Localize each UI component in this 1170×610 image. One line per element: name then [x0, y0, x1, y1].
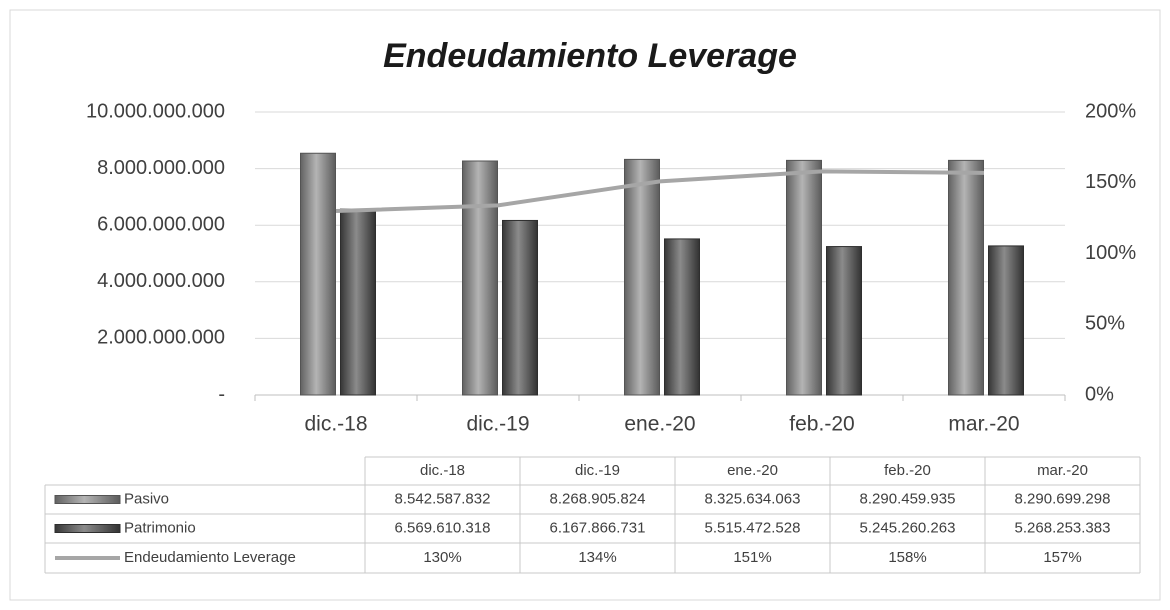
x-tick-label: dic.-19: [466, 413, 529, 436]
table-value: 158%: [888, 549, 926, 566]
table-value: 5.515.472.528: [705, 519, 801, 536]
y-tick-label: 6.000.000.000: [97, 213, 225, 235]
table-value: 8.542.587.832: [395, 490, 491, 507]
table-value: 8.290.459.935: [860, 490, 956, 507]
table-value: 6.167.866.731: [550, 519, 646, 536]
y-tick-label: 8.000.000.000: [97, 157, 225, 179]
bar: [988, 245, 1024, 396]
bar: [664, 238, 700, 396]
table-value: 8.325.634.063: [705, 490, 801, 507]
table-header: dic.-19: [575, 462, 620, 479]
bar: [786, 159, 822, 396]
bar: [462, 160, 498, 396]
x-tick-label: dic.-18: [304, 413, 367, 436]
legend-key: [54, 495, 121, 504]
table-value: 157%: [1043, 549, 1081, 566]
chart-title: Endeudamiento Leverage: [383, 37, 797, 75]
table-value: 5.268.253.383: [1015, 519, 1111, 536]
y-tick-label: 4.000.000.000: [97, 270, 225, 292]
legend-label: Pasivo: [124, 490, 169, 507]
table-value: 8.268.905.824: [550, 490, 646, 507]
table-value: 151%: [733, 549, 771, 566]
table-header: feb.-20: [884, 462, 931, 479]
bar: [624, 158, 660, 396]
bar: [340, 208, 376, 396]
x-tick-label: mar.-20: [948, 413, 1019, 436]
table-header: ene.-20: [727, 462, 778, 479]
x-tick-label: ene.-20: [624, 413, 695, 436]
y2-tick-label: 100%: [1085, 242, 1136, 264]
table-value: 8.290.699.298: [1015, 490, 1111, 507]
legend-label: Endeudamiento Leverage: [124, 549, 296, 566]
table-value: 6.569.610.318: [395, 519, 491, 536]
legend-key: [54, 524, 121, 533]
y2-tick-label: 0%: [1085, 383, 1114, 405]
x-tick-label: feb.-20: [789, 413, 854, 436]
line-series: [335, 169, 985, 214]
table-header: dic.-18: [420, 462, 465, 479]
y2-tick-label: 200%: [1085, 100, 1136, 122]
y-tick-label: 2.000.000.000: [97, 327, 225, 349]
bar: [948, 159, 984, 396]
legend-label: Patrimonio: [124, 519, 196, 536]
table-header: mar.-20: [1037, 462, 1088, 479]
y2-tick-label: 50%: [1085, 313, 1125, 335]
bar: [826, 246, 862, 396]
bar: [502, 219, 538, 396]
y2-tick-label: 150%: [1085, 171, 1136, 193]
table-value: 5.245.260.263: [860, 519, 956, 536]
bar: [300, 152, 336, 396]
y-tick-label: 10.000.000.000: [86, 100, 225, 122]
y-tick-label: -: [218, 383, 225, 405]
table-value: 134%: [578, 549, 616, 566]
chart-frame: [9, 9, 1161, 601]
table-value: 130%: [423, 549, 461, 566]
